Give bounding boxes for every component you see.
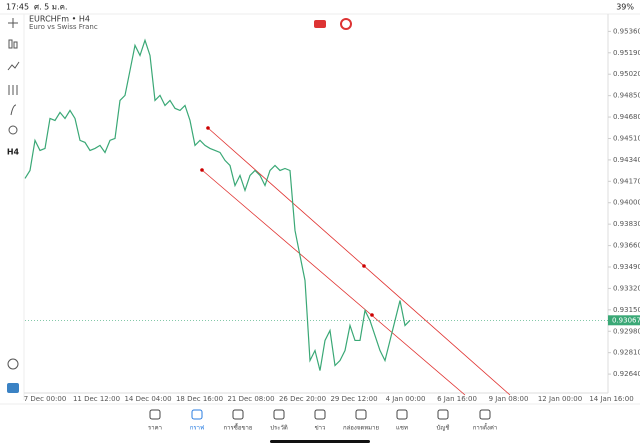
y-tick-label: 0.95190 [613, 49, 640, 57]
y-tick-label: 0.95020 [613, 70, 640, 78]
x-tick-label: 14 Jan 16:00 [589, 395, 633, 403]
status-battery: 39% [616, 3, 634, 12]
toolbar-icons[interactable] [7, 18, 20, 370]
nav-label[interactable]: การตั้งค่า [473, 422, 497, 432]
x-tick-label: 18 Dec 16:00 [176, 395, 223, 403]
y-tick-label: 0.94510 [613, 134, 640, 142]
status-date: ศ. 5 ม.ค. [34, 3, 68, 12]
x-tick-label: 14 Dec 04:00 [124, 395, 171, 403]
nav-label[interactable]: การซื้อขาย [224, 422, 253, 432]
nav-icon[interactable] [232, 409, 244, 420]
nav-label[interactable]: บัญชี [437, 424, 450, 432]
nav-icon[interactable] [149, 409, 161, 420]
timeframe[interactable]: H4 [7, 148, 20, 157]
trade-btn[interactable] [340, 18, 352, 30]
nav-label[interactable]: กล่องจดหมาย [343, 425, 379, 432]
x-tick-label: 11 Dec 12:00 [73, 395, 120, 403]
y-tick-label: 0.94340 [613, 156, 640, 164]
x-tick-label: 7 Dec 00:00 [24, 395, 67, 403]
status-time: 17:45 [6, 3, 29, 12]
y-tick-label: 0.94680 [613, 113, 640, 121]
x-tick-label: 29 Dec 12:00 [330, 395, 377, 403]
y-tick-label: 0.92980 [613, 327, 640, 335]
nav-icon[interactable] [355, 409, 367, 420]
y-tick-label: 0.93320 [613, 284, 640, 292]
x-tick-label: 9 Jan 08:00 [489, 395, 529, 403]
x-tick-label: 4 Jan 00:00 [386, 395, 426, 403]
nav-icon[interactable] [479, 409, 491, 420]
logo [7, 383, 19, 393]
nav-label[interactable]: ประวัติ [270, 425, 288, 432]
y-tick-label: 0.92810 [613, 349, 640, 357]
x-tick-label: 12 Jan 00:00 [538, 395, 582, 403]
nav-label[interactable]: ราคา [148, 425, 162, 432]
home-indicator [270, 440, 370, 443]
y-tick-label: 0.94000 [613, 199, 640, 207]
y-tick-label: 0.93830 [613, 220, 640, 228]
y-tick-label: 0.95360 [613, 27, 640, 35]
x-tick-label: 26 Dec 20:00 [279, 395, 326, 403]
x-tick-label: 21 Dec 08:00 [227, 395, 274, 403]
y-tick-label: 0.92640 [613, 370, 640, 378]
y-tick-label: 0.93150 [613, 306, 640, 314]
current-price-box [608, 315, 640, 326]
nav-icon[interactable] [191, 409, 203, 420]
channel [201, 127, 511, 396]
nav-icon[interactable] [396, 409, 408, 420]
chart-title: EURCHFm • H4 [29, 15, 90, 24]
trade-btn[interactable] [314, 20, 326, 28]
nav-label[interactable]: ข่าว [315, 425, 326, 432]
current-price-label: 0.93067 [612, 316, 640, 324]
price-line [24, 38, 411, 371]
x-tick-label: 6 Jan 16:00 [437, 395, 477, 403]
nav-icon[interactable] [273, 409, 285, 420]
nav-icon[interactable] [314, 409, 326, 420]
y-tick-label: 0.94850 [613, 92, 640, 100]
y-tick-label: 0.93660 [613, 242, 640, 250]
y-tick-label: 0.93490 [613, 263, 640, 271]
nav-label[interactable]: กราฟ [190, 425, 204, 432]
y-tick-label: 0.94170 [613, 177, 640, 185]
nav-label[interactable]: แชท [396, 425, 408, 432]
chart-subtitle: Euro vs Swiss Franc [29, 23, 98, 31]
nav-icon[interactable] [437, 409, 449, 420]
channel-point [200, 126, 374, 317]
